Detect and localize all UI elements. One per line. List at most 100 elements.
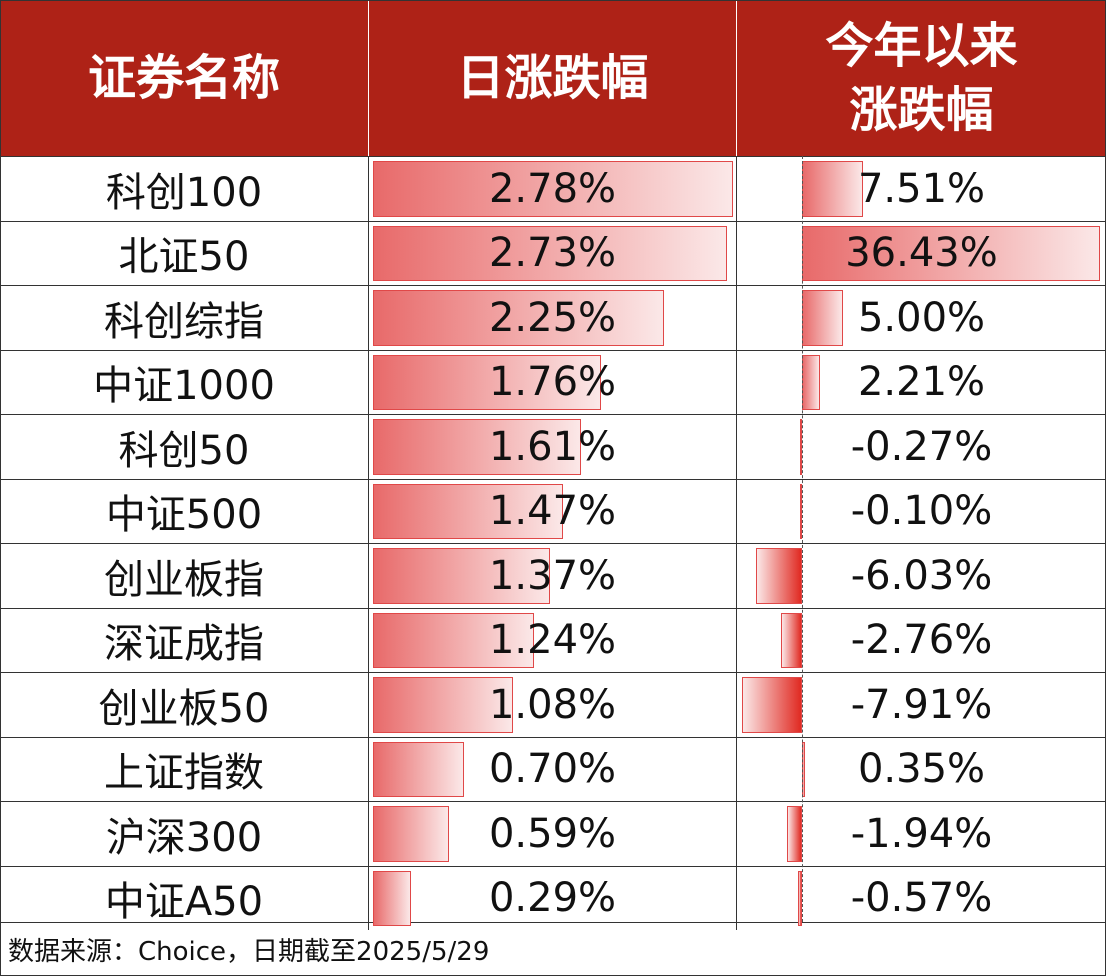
daily-change-cell: 1.61% [369, 415, 737, 479]
table-header: 证券名称 日涨跌幅 今年以来 涨跌幅 [0, 0, 1106, 156]
ytd-change-bar [742, 677, 802, 733]
header-ytd-change: 今年以来 涨跌幅 [825, 18, 1018, 138]
daily-change-bar [373, 419, 582, 475]
daily-change-cell: 2.73% [369, 221, 737, 285]
security-name: 中证1000 [0, 350, 369, 414]
daily-change-cell: 0.29% [369, 866, 737, 930]
daily-change-cell: 2.25% [369, 286, 737, 350]
table-row: 上证指数 0.70% 0.35% [0, 736, 1106, 802]
daily-change-bar [373, 483, 564, 539]
security-name: 北证50 [0, 221, 369, 285]
security-name: 科创50 [0, 415, 369, 479]
security-name: 中证A50 [0, 866, 369, 930]
table-row: 科创综指 2.25% 5.00% [0, 285, 1106, 350]
table-row: 中证A50 0.29% -0.57% [0, 865, 1106, 931]
daily-change-value: 0.59% [488, 810, 617, 857]
daily-change-bar [373, 290, 665, 346]
ytd-change-bar [797, 870, 802, 926]
data-source-note: 数据来源：Choice，日期截至2025/5/29 [0, 922, 1106, 976]
security-name: 创业板指 [0, 544, 369, 608]
ytd-change-value: -0.10% [850, 488, 993, 535]
ytd-change-value: -2.76% [850, 617, 993, 664]
ytd-change-bar [802, 161, 864, 217]
ytd-change-bar [802, 225, 1100, 281]
ytd-zero-axis [802, 156, 803, 922]
ytd-change-bar [756, 548, 802, 604]
ytd-change-bar [802, 290, 843, 346]
ytd-change-cell: -6.03% [737, 544, 1106, 608]
daily-change-value: 2.73% [488, 230, 617, 277]
ytd-change-value: -0.27% [850, 423, 993, 470]
ytd-change-cell: 5.00% [737, 286, 1106, 350]
ytd-change-value: -0.57% [850, 875, 993, 922]
ytd-change-cell: 36.43% [737, 222, 1106, 286]
ytd-change-bar [800, 483, 802, 539]
ytd-change-value: 0.35% [857, 746, 986, 793]
ytd-change-cell: -7.91% [737, 673, 1106, 737]
table-row: 科创100 2.78% 7.51% [0, 156, 1106, 221]
ytd-change-cell: 2.21% [737, 351, 1106, 415]
security-name: 深证成指 [0, 608, 369, 672]
header-security-name: 证券名称 [0, 0, 369, 156]
ytd-change-cell: -1.94% [737, 802, 1106, 866]
daily-change-cell: 1.76% [369, 350, 737, 414]
table-row: 创业板50 1.08% -7.91% [0, 672, 1106, 737]
ytd-change-value: -7.91% [850, 681, 993, 728]
ytd-change-cell: -0.10% [737, 480, 1106, 544]
daily-change-cell: 1.47% [369, 479, 737, 543]
security-name: 创业板50 [0, 673, 369, 737]
table-row: 科创50 1.61% -0.27% [0, 414, 1106, 479]
ytd-change-bar [799, 419, 802, 475]
ytd-change-cell: 0.35% [737, 738, 1106, 802]
daily-change-bar [373, 548, 551, 604]
ytd-change-value: -1.94% [850, 810, 993, 857]
daily-change-value: 1.24% [488, 617, 617, 664]
ytd-change-cell: -2.76% [737, 609, 1106, 673]
ytd-change-bar [781, 612, 802, 668]
daily-change-cell: 0.59% [369, 802, 737, 866]
daily-change-value: 2.78% [488, 165, 617, 212]
ytd-change-bar [787, 806, 802, 862]
ytd-change-value: 2.21% [857, 359, 986, 406]
daily-change-cell: 0.70% [369, 737, 737, 801]
daily-change-value: 1.76% [488, 359, 617, 406]
daily-change-value: 1.61% [488, 423, 617, 470]
ytd-change-value: 7.51% [857, 165, 986, 212]
table-row: 北证50 2.73% 36.43% [0, 220, 1106, 286]
daily-change-cell: 1.37% [369, 544, 737, 608]
daily-change-bar [373, 354, 601, 410]
daily-change-value: 2.25% [488, 294, 617, 341]
daily-change-cell: 2.78% [369, 157, 737, 221]
daily-change-bar [373, 161, 733, 217]
daily-change-value: 1.37% [488, 552, 617, 599]
security-name: 科创100 [0, 157, 369, 221]
security-name: 沪深300 [0, 802, 369, 866]
header-daily-change: 日涨跌幅 [369, 0, 737, 156]
daily-change-bar [373, 225, 727, 281]
daily-change-value: 0.29% [488, 875, 617, 922]
ytd-change-cell: -0.27% [737, 415, 1106, 479]
table-row: 创业板指 1.37% -6.03% [0, 543, 1106, 608]
daily-change-value: 0.70% [488, 746, 617, 793]
ytd-change-cell: 7.51% [737, 157, 1106, 221]
daily-change-bar [373, 870, 411, 926]
table-row: 沪深300 0.59% -1.94% [0, 801, 1106, 866]
table-row: 深证成指 1.24% -2.76% [0, 607, 1106, 673]
daily-change-cell: 1.24% [369, 608, 737, 672]
table-row: 中证500 1.47% -0.10% [0, 478, 1106, 544]
daily-change-value: 1.47% [488, 488, 617, 535]
daily-change-cell: 1.08% [369, 673, 737, 737]
daily-change-bar [373, 677, 513, 733]
security-name: 中证500 [0, 479, 369, 543]
security-name: 科创综指 [0, 286, 369, 350]
daily-change-bar [373, 806, 450, 862]
ytd-change-value: -6.03% [850, 552, 993, 599]
ytd-change-value: 36.43% [845, 230, 998, 277]
security-name: 上证指数 [0, 737, 369, 801]
daily-change-value: 1.08% [488, 681, 617, 728]
daily-change-bar [373, 612, 534, 668]
ytd-change-value: 5.00% [857, 294, 986, 341]
daily-change-bar [373, 741, 464, 797]
ytd-change-cell: -0.57% [737, 867, 1106, 931]
